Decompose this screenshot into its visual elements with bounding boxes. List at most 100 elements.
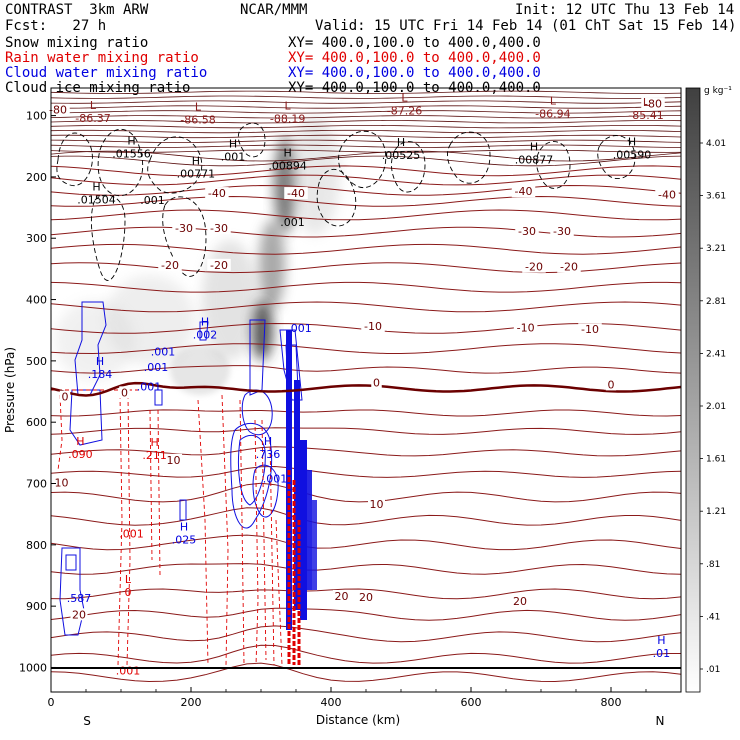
temperature-contour-line bbox=[51, 465, 681, 478]
cw-core-band-4 bbox=[307, 470, 312, 590]
temperature-contour-line bbox=[51, 150, 681, 162]
rain-contour-4 bbox=[149, 409, 153, 561]
field-xy-snow: XY= 400.0,100.0 to 400.0,400.0 bbox=[288, 35, 541, 51]
temperature-label-bg bbox=[158, 258, 182, 271]
extremum-marker: H bbox=[96, 355, 104, 368]
extremum-value: .025 bbox=[172, 534, 197, 547]
cw-core-band-2 bbox=[294, 380, 300, 610]
extremum-value: .001 bbox=[280, 216, 305, 229]
y-axis-title: Pressure (hPa) bbox=[3, 347, 17, 433]
ice-contour-7 bbox=[338, 130, 387, 188]
field-label-snow: Snow mixing ratio bbox=[5, 35, 149, 51]
extremum-value: -86.58 bbox=[180, 114, 215, 127]
temperature-contour-line bbox=[51, 588, 681, 600]
temperature-label-bg bbox=[46, 103, 70, 116]
temperature-label-bg bbox=[511, 594, 529, 607]
temperature-label: -20 bbox=[210, 259, 228, 272]
temperature-contour-line bbox=[51, 149, 681, 153]
extremum-value: .184 bbox=[88, 368, 113, 381]
colorbar-tick-label: 2.81 bbox=[706, 297, 726, 307]
cw-core-band-3 bbox=[300, 440, 307, 620]
temperature-contour-line bbox=[51, 105, 681, 109]
colorbar-tick-label: 4.01 bbox=[706, 139, 726, 149]
temperature-label-bg bbox=[641, 97, 665, 110]
extremum-marker: H bbox=[530, 141, 538, 154]
temperature-contour-line bbox=[51, 129, 681, 134]
cw-contour-core-1 bbox=[249, 319, 266, 396]
temperature-label-bg bbox=[207, 222, 231, 235]
temperature-label-bg bbox=[59, 390, 71, 403]
temperature-contour-line bbox=[51, 607, 681, 621]
y-tick-label: 200 bbox=[26, 171, 47, 184]
x-axis: 0 200 400 600 800 bbox=[48, 687, 647, 709]
field-xy-rain: XY= 400.0,100.0 to 400.0,400.0 bbox=[288, 50, 541, 66]
extremum-value: .002 bbox=[193, 328, 218, 341]
extremum-value: 0 bbox=[125, 586, 132, 599]
extremum-value: .001 bbox=[119, 528, 144, 541]
y-axis: 100 200 300 400 500 600 700 800 900 1000 bbox=[19, 110, 56, 674]
temperature-label-bg bbox=[70, 608, 88, 621]
temperature-label: -20 bbox=[525, 261, 543, 274]
extremum-marker: L bbox=[285, 99, 292, 112]
extremum-value: .00771 bbox=[177, 168, 216, 181]
cw-contour-west-4 bbox=[65, 554, 77, 571]
snow-core-mid bbox=[259, 220, 285, 310]
rain-contour-6 bbox=[197, 399, 209, 666]
ice-contour-11 bbox=[597, 135, 636, 180]
temperature-contour-line bbox=[51, 100, 681, 104]
extremum-value: -86.94 bbox=[535, 108, 570, 121]
temperature-label-bg bbox=[605, 378, 617, 391]
extremum-marker: H bbox=[92, 180, 100, 193]
rain-contour-10 bbox=[261, 419, 267, 661]
temperature-contour-line bbox=[51, 409, 681, 417]
x-tick-label: 200 bbox=[181, 696, 202, 709]
extremum-value: .001 bbox=[116, 664, 141, 677]
temperature-contour-line bbox=[51, 482, 681, 503]
extremum-marker: H bbox=[76, 435, 84, 448]
temperature-label-bg bbox=[119, 386, 130, 399]
rain-water-core bbox=[287, 470, 301, 665]
temperature-label: -80 bbox=[644, 98, 662, 111]
extremum-marker: H bbox=[657, 634, 665, 647]
extremum-marker: L bbox=[643, 96, 650, 109]
colorbar-unit: g kg⁻¹ bbox=[704, 86, 732, 96]
extremum-value: .00590 bbox=[613, 149, 652, 162]
temperature-contour-line bbox=[51, 90, 681, 94]
temperature-label: 20 bbox=[72, 608, 86, 621]
colorbar-tick-label: 3.21 bbox=[706, 244, 726, 254]
temperature-label-bg bbox=[522, 260, 546, 273]
y-tick-label: 1000 bbox=[19, 661, 47, 674]
temperature-label-bg bbox=[511, 185, 536, 198]
temperature-label: 10 bbox=[370, 498, 384, 511]
y-tick-label: 100 bbox=[26, 110, 47, 123]
rain-contour-8 bbox=[239, 399, 245, 666]
temperature-label: -30 bbox=[553, 225, 571, 238]
temperature-label: 0 bbox=[62, 391, 69, 404]
extremum-value: .00525 bbox=[382, 149, 421, 162]
colorbar-tick-label: 2.41 bbox=[706, 349, 726, 359]
cw-contour-mid-3 bbox=[154, 389, 163, 406]
extremum-value: -86.37 bbox=[75, 112, 110, 125]
cloud-ice-contours bbox=[56, 122, 636, 281]
temperature-label-bg bbox=[357, 591, 375, 604]
temperature-label: -10 bbox=[364, 320, 382, 333]
temperature-contour-line bbox=[51, 534, 681, 551]
extremum-value: .00894 bbox=[268, 160, 307, 173]
extremum-marker: H bbox=[229, 137, 237, 150]
colorbar-tick-label: 2.01 bbox=[706, 402, 726, 412]
extremum-marker: H bbox=[150, 436, 158, 449]
x-tick-label: 600 bbox=[461, 696, 482, 709]
colorbar: g kg⁻¹ 4.01 3.61 3.21 2.81 2.41 2.01 1.61 1.21.… bbox=[685, 86, 732, 693]
extremum-marker: H bbox=[192, 155, 200, 168]
rain-water-contours bbox=[51, 389, 283, 666]
temperature-label-bg bbox=[165, 453, 182, 466]
temperature-contour-line bbox=[51, 134, 681, 139]
temperature-contour-line bbox=[51, 644, 681, 664]
temperature-contour-line bbox=[51, 115, 681, 119]
temperature-label: -40 bbox=[658, 188, 676, 201]
temperature-contour-line bbox=[51, 195, 681, 207]
extremum-value: -88.19 bbox=[270, 112, 305, 125]
colorbar-ticks: 4.01 3.61 3.21 2.81 2.41 2.01 1.61 1.21 .81 .41 .0… bbox=[700, 139, 726, 675]
temperature-contour-line bbox=[51, 155, 681, 167]
